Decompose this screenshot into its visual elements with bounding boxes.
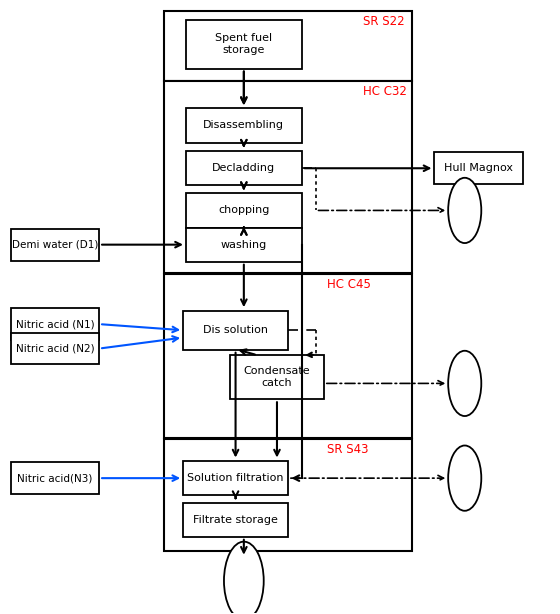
Text: G1: G1 — [456, 204, 473, 217]
FancyBboxPatch shape — [164, 439, 412, 551]
Text: Demi water (D1): Demi water (D1) — [12, 239, 98, 250]
Ellipse shape — [448, 446, 481, 511]
FancyBboxPatch shape — [186, 151, 302, 185]
FancyBboxPatch shape — [11, 308, 99, 340]
Text: Spent fuel
storage: Spent fuel storage — [215, 33, 272, 55]
FancyBboxPatch shape — [435, 152, 522, 184]
FancyBboxPatch shape — [186, 193, 302, 228]
Text: Nitric acid (N2): Nitric acid (N2) — [16, 344, 94, 354]
Text: chopping: chopping — [218, 206, 269, 216]
Text: G2: G2 — [456, 377, 473, 390]
Text: G3: G3 — [456, 472, 473, 484]
Text: washing: washing — [221, 239, 267, 250]
Text: SR S43: SR S43 — [326, 443, 368, 456]
Text: Decladding: Decladding — [212, 163, 276, 173]
Text: Hull Magnox: Hull Magnox — [444, 163, 513, 173]
Text: Condensate
catch: Condensate catch — [244, 367, 310, 388]
FancyBboxPatch shape — [186, 20, 302, 69]
Text: Nitric acid (N1): Nitric acid (N1) — [16, 319, 94, 329]
FancyBboxPatch shape — [183, 311, 288, 350]
Ellipse shape — [448, 351, 481, 416]
FancyBboxPatch shape — [186, 108, 302, 142]
FancyBboxPatch shape — [11, 229, 99, 260]
FancyBboxPatch shape — [11, 462, 99, 494]
Ellipse shape — [448, 178, 481, 243]
Ellipse shape — [224, 542, 264, 614]
FancyBboxPatch shape — [164, 82, 412, 273]
FancyBboxPatch shape — [230, 356, 324, 399]
FancyBboxPatch shape — [183, 461, 288, 495]
Text: Solution filtration: Solution filtration — [187, 473, 284, 483]
FancyBboxPatch shape — [164, 10, 412, 81]
Text: Dis solution: Dis solution — [203, 325, 268, 335]
Text: U1: U1 — [236, 574, 252, 588]
Text: SR S22: SR S22 — [362, 15, 404, 28]
FancyBboxPatch shape — [183, 503, 288, 537]
Text: Filtrate storage: Filtrate storage — [193, 515, 278, 525]
Text: Disassembling: Disassembling — [203, 120, 284, 130]
FancyBboxPatch shape — [11, 333, 99, 365]
FancyBboxPatch shape — [186, 228, 302, 262]
FancyBboxPatch shape — [164, 274, 412, 438]
Text: HC C32: HC C32 — [362, 85, 407, 98]
Text: Nitric acid(N3): Nitric acid(N3) — [17, 473, 92, 483]
Text: HC C45: HC C45 — [326, 278, 371, 290]
